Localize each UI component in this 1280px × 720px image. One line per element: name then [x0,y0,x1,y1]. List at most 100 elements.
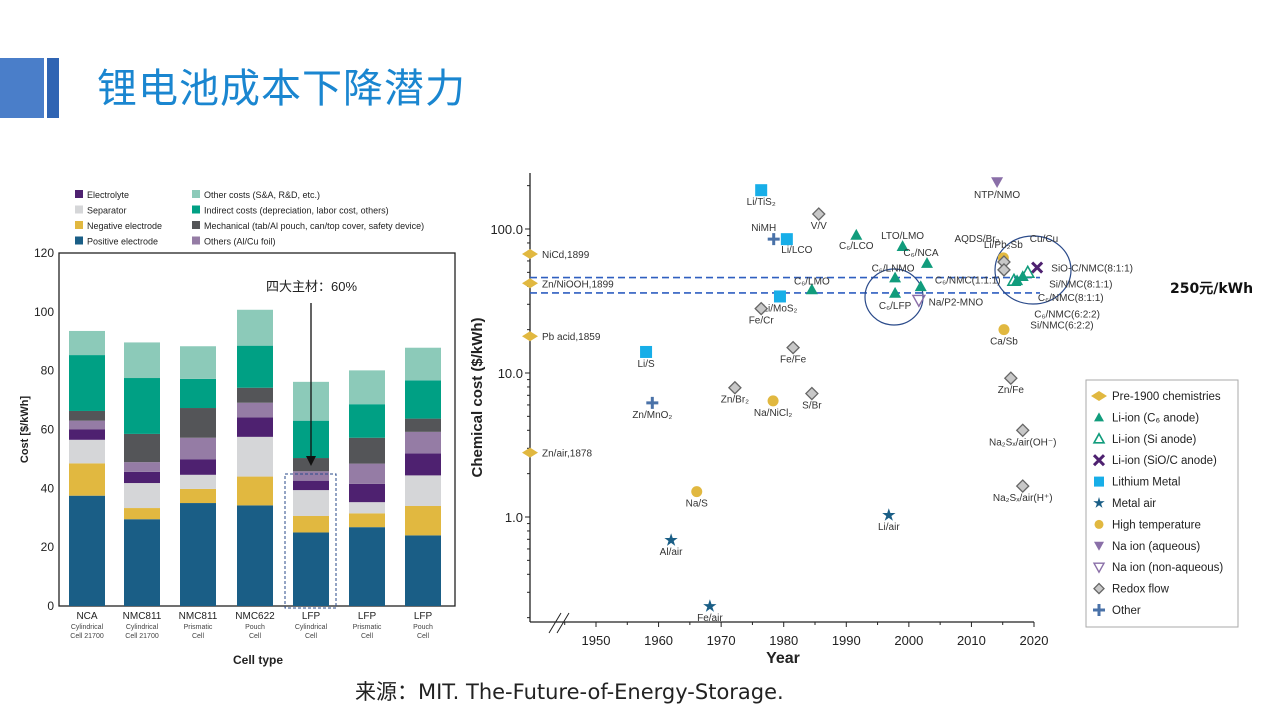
x-tick-label: 1960 [644,633,673,648]
bar-segment [349,527,385,606]
bar-segment [293,490,329,516]
price-annotation: 250元/kWh [1170,281,1254,297]
point-label: Na/S [686,499,709,510]
legend-swatch [192,236,200,245]
down-triangle-marker [1094,541,1104,551]
diamond-marker [1015,479,1030,493]
y-tick-label: 40 [41,481,55,495]
bar-segment [405,347,441,381]
bar-segment [180,474,216,489]
category-sublabel: Cell [417,633,430,640]
star-marker [882,508,896,521]
x-tick-label: 1970 [707,633,736,648]
legend-label: Lithium Metal [1112,477,1180,489]
lfp-highlight-circle [864,268,924,326]
bar-segment [69,410,105,421]
point-label: C₆/LNMO [872,264,915,275]
star-marker [1093,497,1105,508]
y-tick-label: 20 [41,540,55,554]
diamond-marker [1015,423,1030,438]
legend-label: Redox flow [1112,584,1170,596]
point-label: Na/P2-MNO [929,297,984,308]
legend-swatch [75,205,83,214]
category-label: LFP [302,611,321,622]
y-axis-label: Cost [$/kWh] [19,396,31,464]
pre-1900-marker [522,278,538,289]
axis-break-mark [548,612,570,634]
legend-swatch [75,190,83,198]
pre-1900-marker [522,331,538,342]
triangle-marker [889,271,902,283]
legend-label: Positive electrode [87,237,158,247]
bar-segment [405,418,441,432]
legend-label: Indirect costs (depreciation, labor cost… [204,206,389,216]
bar-segment [349,404,385,438]
x-tick-label: 1990 [832,633,861,648]
bar-segment [124,462,160,472]
category-sublabel: Cell [192,633,205,640]
bar-segment [237,345,273,388]
point-label: Al/air [660,547,683,558]
legend-label: Li-ion (Si anode) [1112,434,1197,446]
bar-segment [180,408,216,438]
legend-label: Mechanical (tab/Al pouch, can/top cover,… [204,221,424,231]
legend-swatch [192,221,200,229]
point-label: AQDS/Br₂ [954,234,999,245]
circle-marker [767,395,779,407]
square-marker [1094,476,1104,487]
bar-segment [293,471,329,481]
bar-segment [180,503,216,606]
category-label: NMC811 [123,611,162,622]
bar-segment [405,535,441,606]
diamond-marker [804,386,819,401]
y-tick-label: 10.0 [498,366,523,381]
category-sublabel: Cell 21700 [125,633,159,640]
bar-segment [124,483,160,509]
bar-segment [293,515,329,533]
category-label: NMC811 [179,611,218,622]
point-label: SiO-C/NMC(8:1:1) [1051,264,1133,275]
diamond-marker [786,340,801,355]
legend-label: Metal air [1112,498,1156,510]
bar-segment [237,476,273,506]
x-tick-label: 2000 [894,633,923,648]
title-accent-bar [47,58,59,118]
bar-segment [293,480,329,491]
open-down-triangle-marker [1092,562,1106,574]
point-label: Zn/air,1878 [542,449,592,460]
diamond-marker [1003,371,1018,386]
legend-label: Other costs (S&A, R&D, etc.) [204,190,320,200]
triangle-marker [914,280,927,292]
diamond-marker [811,207,826,221]
point-label: C₆/LFP [879,301,912,312]
main-materials-annotation: 四大主材：60% [266,279,357,294]
category-sublabel: Cell [361,633,374,640]
pre-1900-marker [522,249,538,260]
title-accent-block [0,58,44,118]
bar-segment [237,387,273,403]
y-tick-label: 100 [34,305,54,319]
point-label: Ca/Sb [990,337,1018,348]
legend-label: Pre-1900 chemistries [1112,391,1221,403]
point-label: Li/LCO [781,245,812,256]
category-sublabel: Cylindrical [295,624,328,631]
diamond-marker [997,262,1011,277]
category-sublabel: Cell [249,633,262,640]
bar-segment [180,459,216,475]
bar-segment [124,342,160,379]
point-label: Pb acid,1859 [542,332,601,343]
diamond-marker [727,380,742,395]
bar-segment [180,378,216,409]
plus-marker [767,233,780,246]
category-sublabel: Cylindrical [126,624,159,631]
category-label: LFP [358,611,377,622]
bar-segment [237,505,273,606]
highlight-box [284,473,337,609]
legend-label: Li-ion (C₆ anode) [1112,412,1199,424]
square-marker [780,233,793,246]
bar-segment [349,463,385,484]
star-marker [664,533,678,546]
triangle-marker [805,283,818,295]
open-triangle-marker [1006,272,1022,286]
circle-marker [691,486,703,498]
